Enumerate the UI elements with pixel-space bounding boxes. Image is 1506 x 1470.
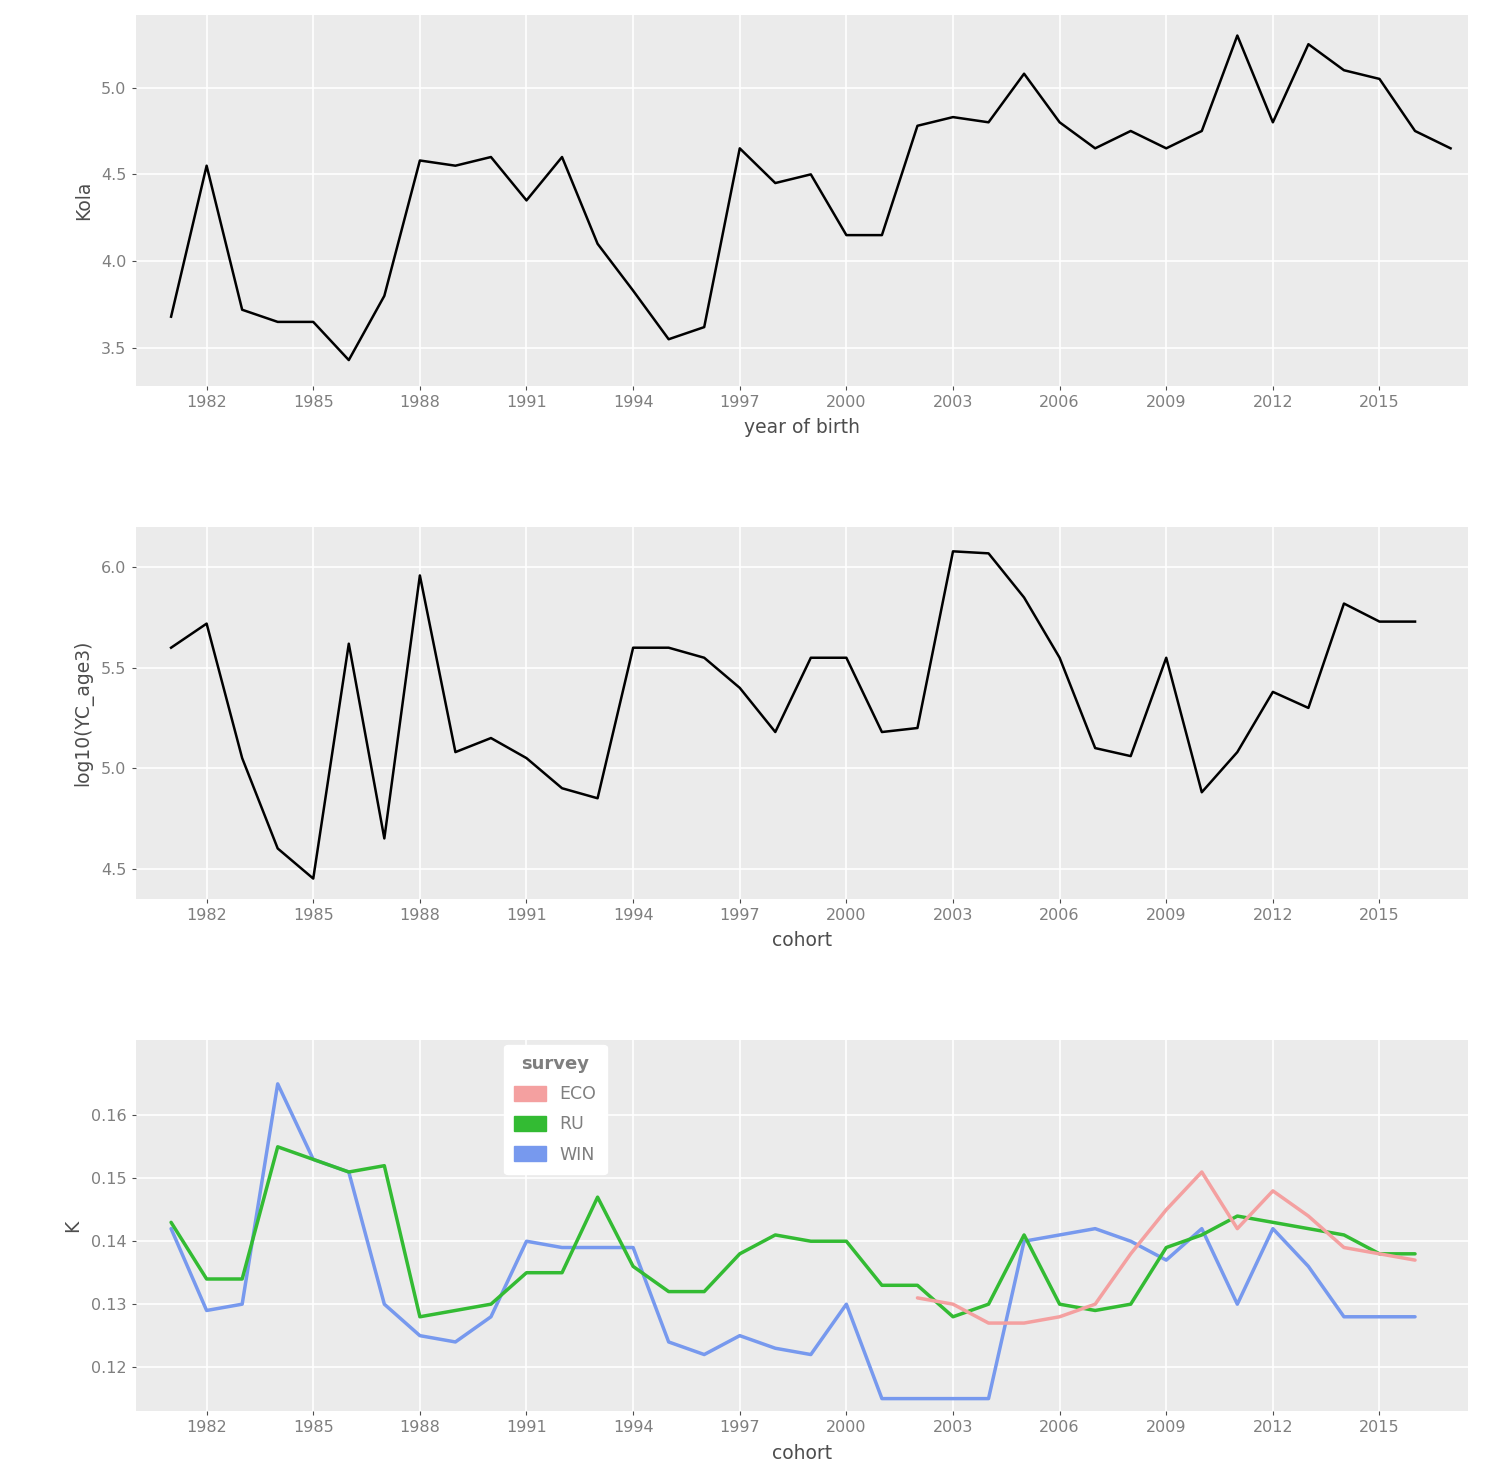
X-axis label: year of birth: year of birth	[744, 419, 860, 438]
Legend: ECO, RU, WIN: ECO, RU, WIN	[505, 1045, 607, 1175]
X-axis label: cohort: cohort	[773, 1444, 831, 1463]
X-axis label: cohort: cohort	[773, 931, 831, 950]
Y-axis label: log10(YC_age3): log10(YC_age3)	[72, 639, 93, 786]
Y-axis label: K: K	[63, 1220, 83, 1232]
Y-axis label: Kola: Kola	[74, 181, 93, 220]
